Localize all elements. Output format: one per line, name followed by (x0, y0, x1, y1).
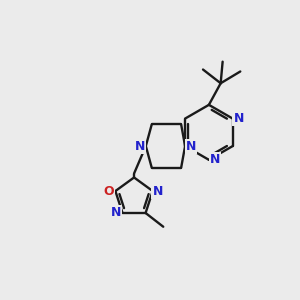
Text: N: N (210, 153, 220, 166)
Text: N: N (135, 140, 145, 153)
Text: N: N (186, 140, 196, 153)
Text: N: N (110, 206, 121, 220)
Text: N: N (152, 184, 163, 197)
Text: O: O (103, 184, 114, 197)
Text: N: N (233, 112, 244, 125)
